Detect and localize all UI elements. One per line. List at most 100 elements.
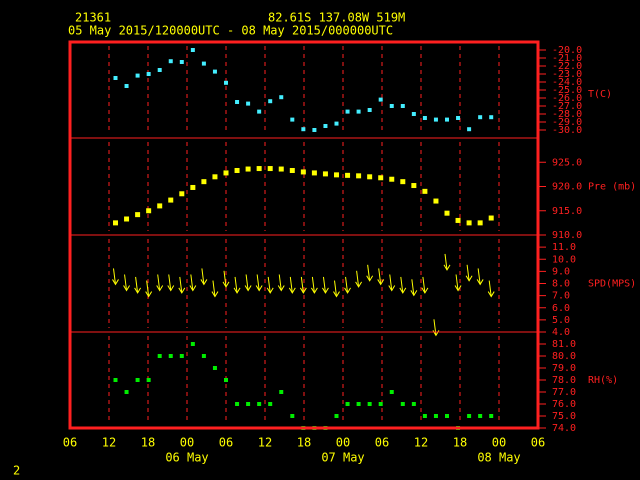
data-point [268,99,273,104]
arrow-shaft [411,279,415,296]
arrow-shaft [146,280,150,297]
y-tick-label: 5.0 [552,315,570,326]
arrow-shaft [223,270,227,287]
arrow-head [344,287,351,294]
data-point [389,176,395,182]
wind-arrow [432,319,440,337]
y-tick-label: 74.0 [552,423,576,434]
y-tick-label: 81.0 [552,339,576,350]
data-point [268,402,273,406]
wind-arrow [322,276,329,294]
data-point [411,402,416,406]
data-point [467,414,472,418]
data-point [345,402,350,406]
y-tick-label: 920.0 [552,182,582,193]
data-point [290,117,295,122]
data-point [135,73,140,78]
data-point [411,112,416,116]
data-point [190,342,195,346]
y-tick-label: -22.0 [552,61,582,72]
data-point [289,167,295,173]
arrow-head [288,287,296,294]
station-location: 82.61S 137.08W 519M [268,11,405,25]
data-point [433,198,439,204]
date-label: 07 May [321,451,364,465]
data-point [257,402,262,406]
data-point [378,97,383,102]
arrow-head [377,279,385,286]
data-point [300,169,306,175]
wind-arrow [487,280,495,298]
x-tick-label: 18 [453,436,467,450]
data-point [235,100,240,104]
arrow-shaft [212,280,216,297]
data-point [367,402,372,406]
x-tick-label: 06 [63,436,77,450]
wind-arrow [156,274,164,292]
y-tick-label: 7.0 [552,291,570,302]
y-tick-label: 11.0 [552,242,576,253]
wind-arrow [443,253,451,271]
data-point [356,173,362,179]
arrow-head [443,264,451,271]
x-tick-label: 12 [102,436,116,450]
data-point [466,220,472,226]
arrow-shaft [179,276,183,293]
wind-arrow [377,268,385,286]
data-point [467,127,472,132]
y-tick-label: 915.0 [552,206,582,217]
arrow-head [222,281,230,288]
arrow-shaft [245,274,249,291]
date-label: 08 May [477,451,520,465]
y-tick-label: 925.0 [552,157,582,168]
y-tick-label: 77.0 [552,387,576,398]
arrow-head [123,285,130,292]
arrow-head [454,285,462,292]
arrow-shaft [356,270,360,287]
y-tick-label: 6.0 [552,303,570,314]
data-point [201,354,206,358]
data-point [334,121,339,126]
x-tick-label: 00 [492,436,506,450]
wind-arrow [200,268,208,286]
plot-frame [68,40,540,430]
data-point [422,116,427,120]
arrow-shaft [311,276,315,293]
data-point [356,402,361,406]
x-tick-label: 18 [297,436,311,450]
data-point [157,68,162,72]
arrow-shaft [400,276,404,293]
data-point [456,116,461,120]
data-point [168,354,173,358]
data-point [224,378,228,382]
data-point [489,414,494,418]
data-point [445,414,449,418]
data-point [378,402,383,406]
arrow-head [145,291,153,298]
wind-arrow [178,276,186,294]
x-tick-label: 18 [141,436,155,450]
data-point [234,167,240,173]
arrow-shaft [422,276,426,293]
y-axis-label: SPD(MPS) [588,279,636,290]
data-point [146,378,151,382]
data-point [124,84,129,88]
wind-arrow [288,276,296,294]
data-point [311,170,317,176]
y-tick-label: 75.0 [552,411,576,422]
data-point [256,166,262,172]
arrow-head [189,285,197,292]
arrow-head [421,287,429,294]
y-tick-label: -27.0 [552,101,582,112]
arrow-shaft [289,276,293,293]
arrow-shaft [444,253,448,270]
y-tick-label: -26.0 [552,93,582,104]
wind-arrow [167,274,175,292]
data-point [400,402,405,406]
wind-arrow [189,274,197,292]
data-point [168,197,174,203]
data-point [113,220,118,226]
y-tick-label: 76.0 [552,399,576,410]
